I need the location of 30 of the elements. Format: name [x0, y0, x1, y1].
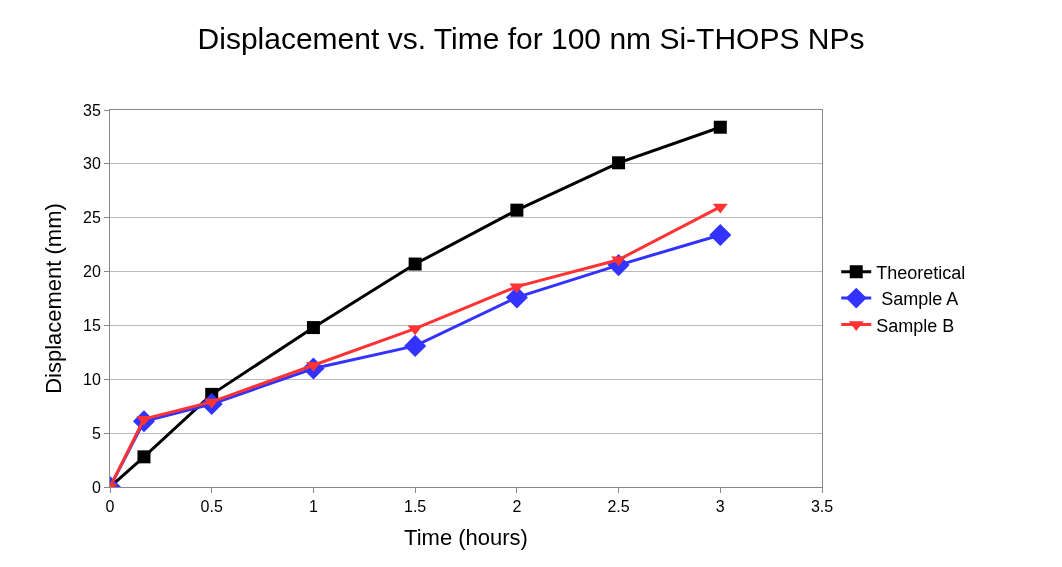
y-tick-label: 10: [83, 370, 101, 388]
legend-label: Theoretical: [876, 262, 966, 283]
y-axis-title: Displacement (mm): [40, 203, 66, 394]
x-tick-label: 1.5: [404, 498, 427, 516]
x-tick-label: 2: [512, 498, 522, 516]
x-tick-label: 2.5: [607, 498, 630, 516]
point: [137, 450, 151, 464]
chart-title: Displacement vs. Time for 100 nm Si-THOPS NPs: [197, 22, 865, 56]
y-tick-label: 25: [83, 209, 101, 227]
y-tick-label: 5: [91, 424, 101, 442]
point: [713, 120, 727, 134]
point: [404, 334, 427, 357]
x-tick-label: 3.5: [810, 498, 834, 516]
point: [612, 156, 626, 170]
x-tick-label: 1: [308, 498, 318, 516]
x-tick-label: 0: [105, 498, 115, 516]
y-tick-label: 35: [83, 101, 101, 119]
point: [510, 203, 524, 217]
y-tick-label: 15: [83, 317, 101, 335]
y-tick-label: 20: [83, 263, 101, 281]
point: [306, 321, 320, 335]
point: [408, 257, 422, 271]
y-tick-label: 30: [83, 155, 101, 173]
y-tick-label: 0: [91, 478, 101, 496]
x-tick-label: 0.5: [200, 498, 223, 516]
x-axis-title: Time (hours): [404, 525, 528, 551]
x-tick-label: 3: [715, 498, 725, 516]
legend-label: Sample A: [876, 289, 959, 310]
point: [709, 223, 732, 246]
legend-label: Sample B: [876, 315, 955, 336]
